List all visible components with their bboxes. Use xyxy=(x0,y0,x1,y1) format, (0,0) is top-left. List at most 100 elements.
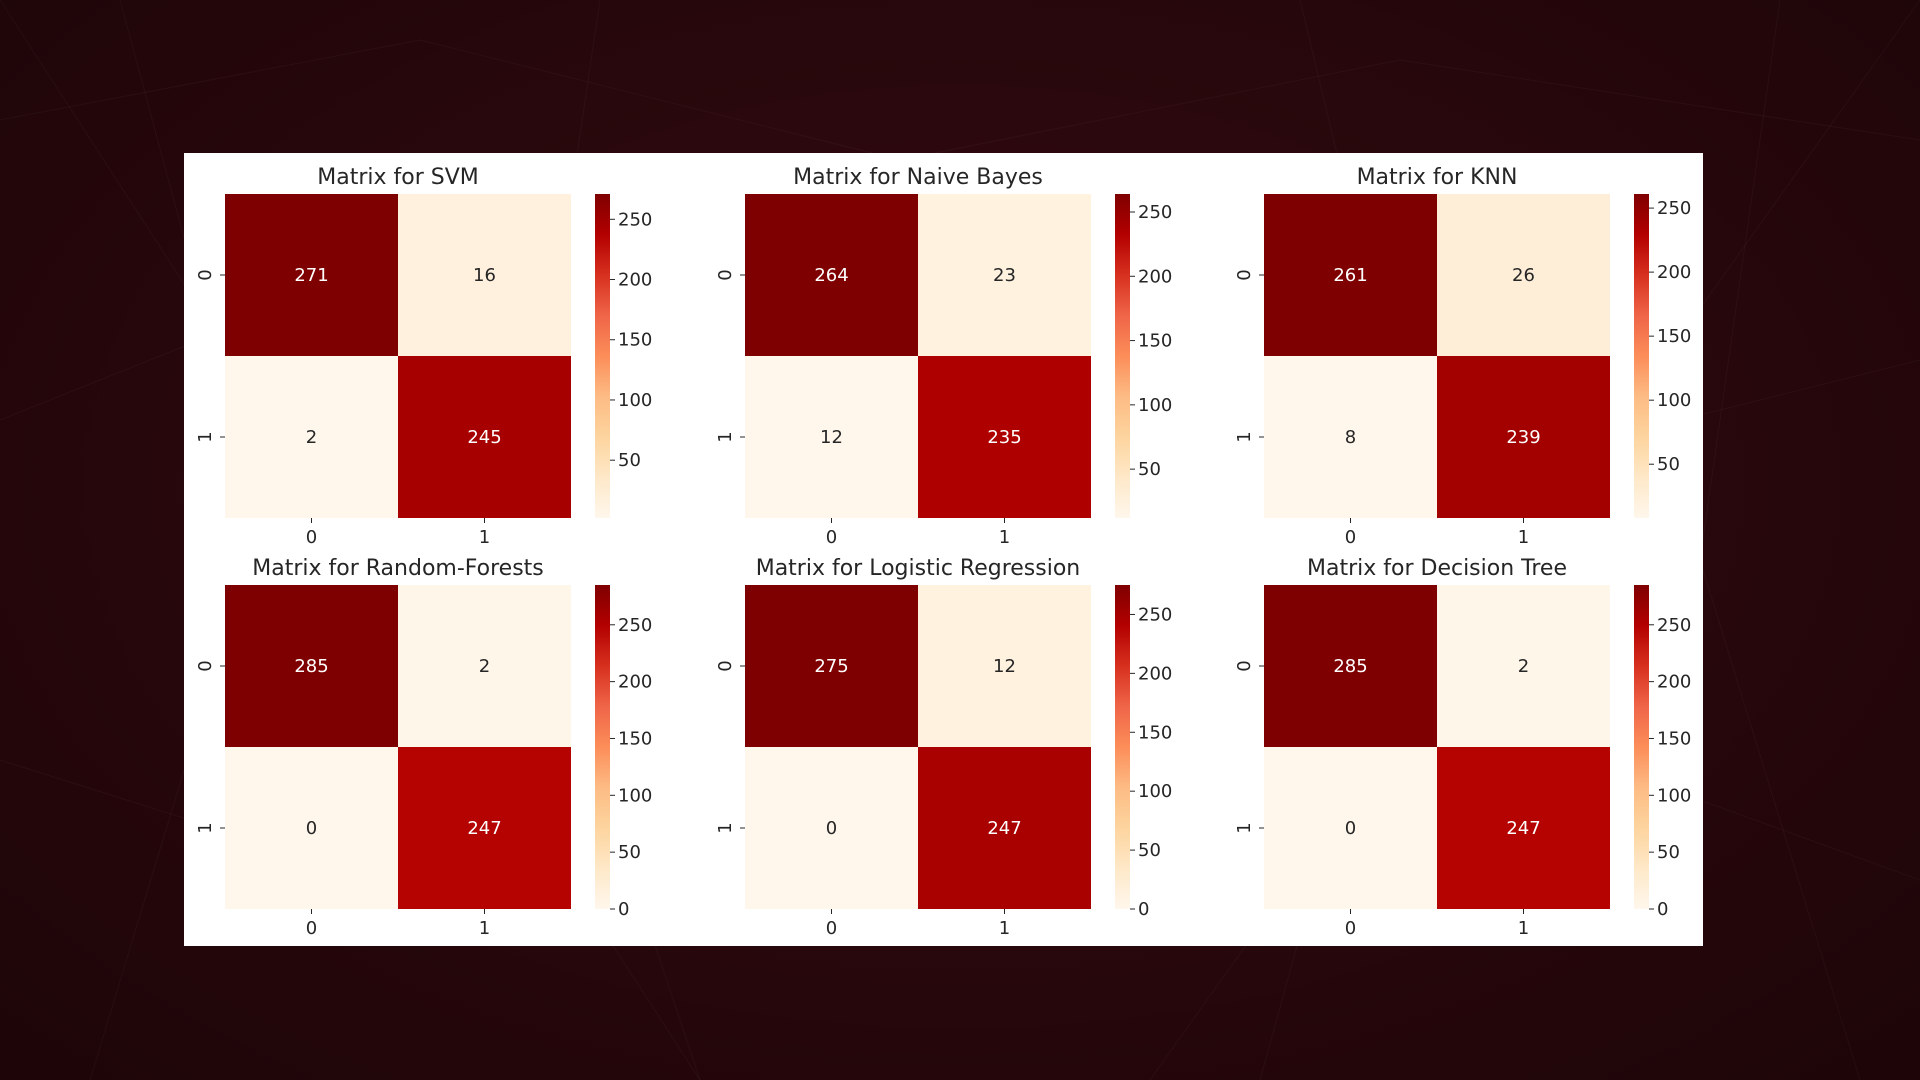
colorbar-tick-label: 100 xyxy=(618,390,652,411)
y-tick-label: 1 xyxy=(195,822,216,833)
colorbar-tick-label: 50 xyxy=(618,450,641,471)
cell-value-label: 245 xyxy=(467,427,501,448)
colorbar-tick-label: 250 xyxy=(618,209,652,230)
x-tick-label: 1 xyxy=(1518,527,1529,548)
x-tick-label: 0 xyxy=(826,527,837,548)
cell-value-label: 2 xyxy=(306,427,317,448)
cell-value-label: 12 xyxy=(820,427,843,448)
colorbar-tick-label: 50 xyxy=(1138,459,1161,480)
x-tick-label: 1 xyxy=(999,527,1010,548)
x-tick-label: 0 xyxy=(1345,918,1356,939)
colorbar-tick-label: 250 xyxy=(1138,604,1172,625)
cell-value-label: 2 xyxy=(1518,656,1529,677)
colorbar-tick-label: 0 xyxy=(618,899,629,920)
x-tick-label: 1 xyxy=(479,918,490,939)
x-tick-label: 0 xyxy=(1345,527,1356,548)
colorbar-tick-label: 250 xyxy=(618,615,652,636)
confusion-matrix-figure: Matrix for SVM 271 16 2 245 0 1 0 1 50 100 150 200 25… xyxy=(184,153,1703,946)
cell-value-label: 275 xyxy=(814,656,848,677)
chart-title: Matrix for Logistic Regression xyxy=(756,556,1081,581)
heatmap-cell xyxy=(1264,356,1437,518)
cell-value-label: 0 xyxy=(1345,818,1356,839)
heatmap-cell xyxy=(1437,747,1610,909)
colorbar-tick-label: 200 xyxy=(1657,672,1691,693)
colorbar xyxy=(595,585,610,909)
x-tick-label: 0 xyxy=(826,918,837,939)
colorbar-tick-label: 200 xyxy=(618,270,652,291)
colorbar-tick-label: 100 xyxy=(1138,395,1172,416)
heatmap-cell xyxy=(918,585,1091,747)
colorbar-tick-label: 0 xyxy=(1138,899,1149,920)
cell-value-label: 16 xyxy=(473,265,496,286)
x-tick-label: 0 xyxy=(306,527,317,548)
y-tick-label: 1 xyxy=(715,431,736,442)
colorbar xyxy=(1634,194,1649,518)
cell-value-label: 2 xyxy=(479,656,490,677)
x-tick-label: 1 xyxy=(999,918,1010,939)
cell-value-label: 247 xyxy=(467,818,501,839)
x-tick-label: 1 xyxy=(1518,918,1529,939)
colorbar-tick-label: 50 xyxy=(1657,842,1680,863)
heatmap-cell xyxy=(918,356,1091,518)
colorbar-tick-label: 150 xyxy=(1657,326,1691,347)
heatmap-panel: Matrix for Random-Forests 285 2 0 247 0 1 0 1 0 50… xyxy=(195,556,652,939)
colorbar-tick-label: 50 xyxy=(618,842,641,863)
cell-value-label: 0 xyxy=(826,818,837,839)
colorbar-tick-label: 150 xyxy=(1657,728,1691,749)
heatmap-panel: Matrix for Decision Tree 285 2 0 247 0 1 0 1 0 50 1… xyxy=(1234,556,1691,939)
heatmap-cell xyxy=(918,194,1091,356)
chart-title: Matrix for KNN xyxy=(1357,165,1518,190)
heatmap-cell xyxy=(398,747,571,909)
cell-value-label: 8 xyxy=(1345,427,1356,448)
heatmap-cell xyxy=(398,356,571,518)
chart-title: Matrix for Decision Tree xyxy=(1307,556,1567,581)
heatmap-cell xyxy=(1264,585,1437,747)
y-tick-label: 0 xyxy=(715,269,736,280)
y-tick-label: 1 xyxy=(1234,822,1255,833)
heatmap-cell xyxy=(398,194,571,356)
colorbar-tick-label: 200 xyxy=(618,672,652,693)
heatmap-panel: Matrix for Logistic Regression 275 12 0 247 0… xyxy=(715,556,1172,939)
colorbar-tick-label: 200 xyxy=(1138,266,1172,287)
cell-value-label: 247 xyxy=(987,818,1021,839)
heatmap-cell xyxy=(225,356,398,518)
colorbar-tick-label: 50 xyxy=(1657,454,1680,475)
colorbar-tick-label: 150 xyxy=(618,728,652,749)
heatmap-cell xyxy=(745,585,918,747)
colorbar-tick-label: 0 xyxy=(1657,899,1668,920)
colorbar-tick-label: 250 xyxy=(1657,615,1691,636)
cell-value-label: 261 xyxy=(1333,265,1367,286)
cell-value-label: 0 xyxy=(306,818,317,839)
colorbar xyxy=(1115,194,1130,518)
x-tick-label: 0 xyxy=(306,918,317,939)
colorbar xyxy=(1634,585,1649,909)
colorbar-tick-label: 100 xyxy=(1657,390,1691,411)
cell-value-label: 23 xyxy=(993,265,1016,286)
colorbar xyxy=(1115,585,1130,909)
heatmap-cell xyxy=(1264,747,1437,909)
colorbar xyxy=(595,194,610,518)
heatmap-cell xyxy=(1437,356,1610,518)
colorbar-tick-label: 100 xyxy=(1138,781,1172,802)
colorbar-tick-label: 150 xyxy=(618,330,652,351)
heatmap-cell xyxy=(745,194,918,356)
heatmap-cell xyxy=(1437,194,1610,356)
chart-title: Matrix for Random-Forests xyxy=(252,556,544,581)
cell-value-label: 12 xyxy=(993,656,1016,677)
heatmap-cell xyxy=(398,585,571,747)
colorbar-tick-label: 250 xyxy=(1657,198,1691,219)
heatmap-cell xyxy=(1264,194,1437,356)
colorbar-tick-label: 100 xyxy=(1657,785,1691,806)
colorbar-tick-label: 50 xyxy=(1138,840,1161,861)
heatmap-cell xyxy=(745,356,918,518)
cell-value-label: 285 xyxy=(294,656,328,677)
y-tick-label: 0 xyxy=(195,660,216,671)
colorbar-tick-label: 150 xyxy=(1138,331,1172,352)
heatmap-cell xyxy=(918,747,1091,909)
heatmap-cell xyxy=(225,585,398,747)
y-tick-label: 0 xyxy=(1234,660,1255,671)
y-tick-label: 0 xyxy=(1234,269,1255,280)
